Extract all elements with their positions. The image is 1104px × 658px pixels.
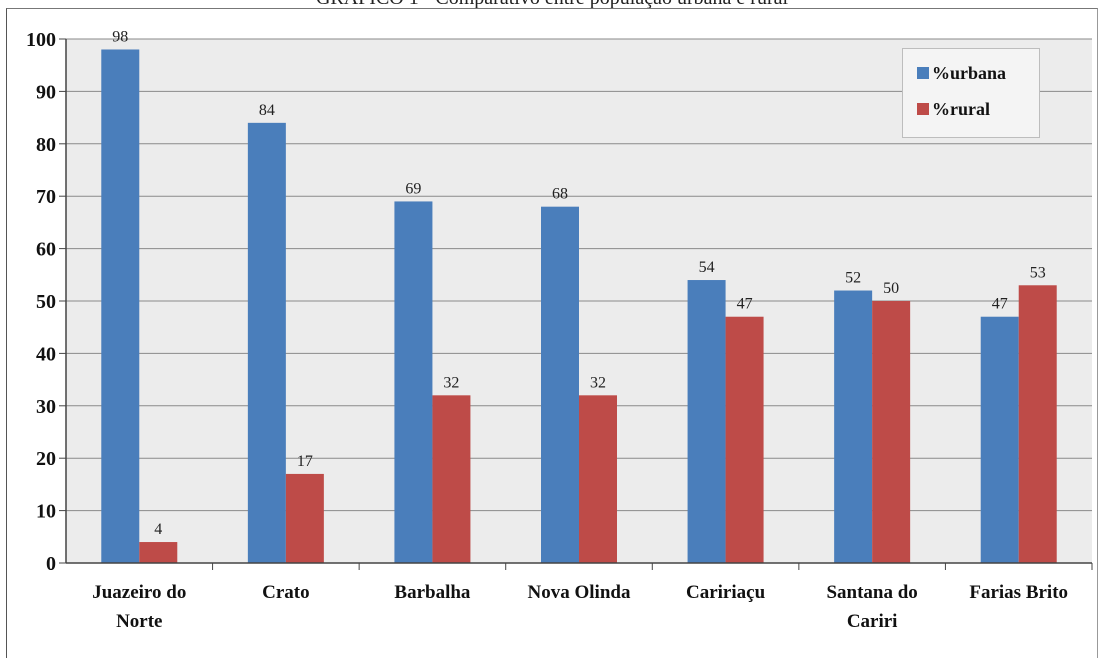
- data-label: 17: [297, 453, 313, 470]
- y-tick-label: 90: [36, 81, 56, 103]
- data-labels: 98 4 84 17 69 32 68 32 54 47 52 50 47 53: [112, 28, 1045, 538]
- x-tick-label: Farias Brito: [969, 582, 1068, 603]
- data-label: 50: [883, 280, 899, 297]
- bar-urbana: [980, 316, 1019, 563]
- x-tick-label: Caririaçu: [686, 582, 766, 603]
- data-label: 32: [590, 374, 606, 391]
- x-tick-label: Cariri: [847, 611, 898, 632]
- data-label: 4: [154, 521, 162, 538]
- x-axis: Juazeiro do Norte Crato Barbalha Nova Olinda…: [65, 39, 1093, 632]
- legend-item-urbana: %urbana: [917, 63, 1006, 83]
- data-label: 47: [737, 296, 753, 313]
- bar-urbana: [541, 206, 579, 563]
- data-label: 68: [552, 186, 568, 203]
- bar-urbana: [394, 201, 433, 563]
- bar-rural: [285, 473, 324, 563]
- x-tick-label: Nova Olinda: [528, 582, 631, 603]
- bars: [101, 49, 1057, 564]
- data-label: 69: [405, 180, 421, 197]
- y-tick-label: 40: [36, 343, 56, 365]
- x-tick-label: Santana do: [826, 582, 917, 603]
- x-tick-label: Barbalha: [394, 582, 471, 603]
- legend: %urbana %rural: [902, 48, 1040, 138]
- data-label: 32: [443, 374, 459, 391]
- bar-rural: [725, 316, 764, 563]
- data-label: 54: [699, 259, 715, 276]
- y-tick-label: 50: [36, 291, 56, 313]
- bar-rural: [872, 301, 911, 563]
- bar-rural: [139, 542, 178, 563]
- bar-rural: [579, 395, 617, 563]
- x-tick-label: Juazeiro do: [92, 582, 186, 603]
- legend-swatch-urbana: [917, 67, 929, 79]
- x-tick-label: Crato: [262, 582, 309, 603]
- legend-item-rural: %rural: [917, 99, 990, 119]
- y-tick-label: 0: [46, 553, 56, 575]
- y-tick-label: 30: [36, 396, 56, 418]
- legend-swatch-rural: [917, 103, 929, 115]
- y-tick-label: 10: [36, 501, 56, 523]
- y-tick-label: 80: [36, 134, 56, 156]
- y-tick-label: 70: [36, 186, 56, 208]
- y-tick-label: 100: [26, 29, 56, 51]
- data-label: 98: [112, 28, 128, 45]
- bar-rural: [1018, 285, 1057, 563]
- chart-title: GRÁFICO 1 - Comparativo entre população …: [0, 0, 1104, 10]
- y-axis-ticks: 0 10 20 30 40 50 60 70 80 90 100: [26, 29, 66, 575]
- legend-label-rural: %rural: [932, 98, 990, 119]
- data-label: 47: [992, 296, 1008, 313]
- y-tick-label: 20: [36, 448, 56, 470]
- data-label: 84: [259, 102, 275, 119]
- data-label: 53: [1030, 264, 1046, 281]
- bar-urbana: [834, 290, 873, 563]
- bar-urbana: [101, 49, 140, 564]
- bar-urbana: [687, 280, 726, 563]
- x-tick-label: Norte: [116, 611, 162, 632]
- legend-label-urbana: %urbana: [932, 62, 1007, 83]
- bar-rural: [432, 395, 471, 563]
- bar-urbana: [247, 122, 286, 563]
- y-tick-label: 60: [36, 239, 56, 261]
- data-label: 52: [845, 270, 861, 287]
